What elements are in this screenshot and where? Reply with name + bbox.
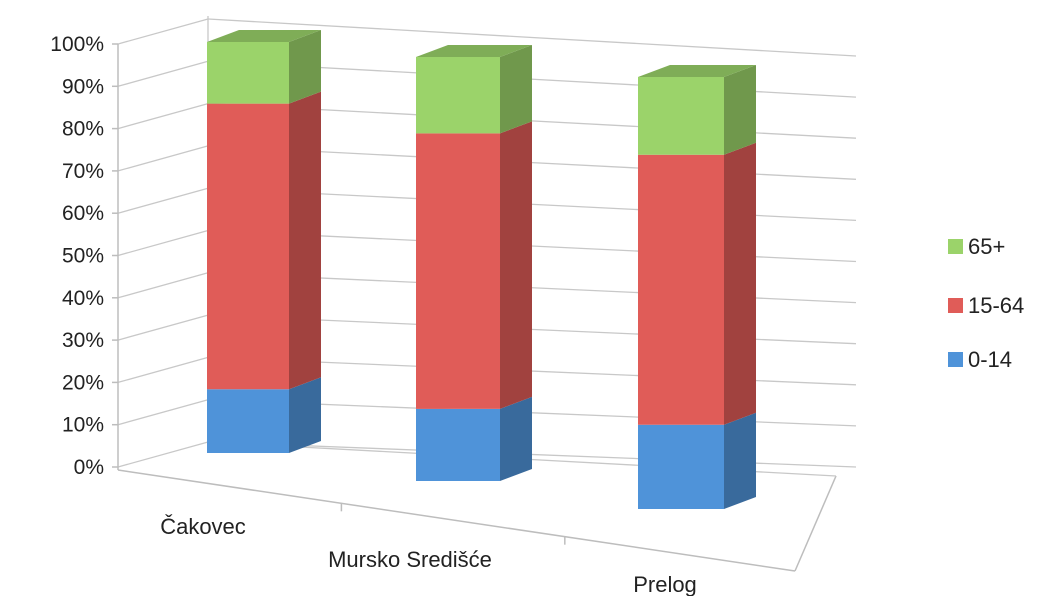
legend-label: 65+ xyxy=(968,234,1005,259)
bar-segment-0-14 xyxy=(638,424,724,509)
depth-gridline xyxy=(117,145,209,172)
y-tick-label: 80% xyxy=(62,118,104,141)
bar-segment-0-14 xyxy=(416,408,500,481)
depth-gridline xyxy=(117,272,209,299)
depth-gridline xyxy=(117,399,209,426)
bar-segment-65 xyxy=(207,42,289,104)
y-tick-label: 70% xyxy=(62,160,104,183)
bar-segment-15-64 xyxy=(207,103,289,390)
legend-label: 15-64 xyxy=(968,293,1024,318)
legend-swatch xyxy=(948,352,963,367)
bar-side-65 xyxy=(724,65,756,155)
legend-swatch xyxy=(948,298,963,313)
depth-gridline xyxy=(117,102,209,130)
bar-side-65 xyxy=(289,30,321,104)
bar-segment-65 xyxy=(638,77,724,155)
category-label: Prelog xyxy=(633,572,697,596)
y-tick-label: 20% xyxy=(62,371,104,394)
bar-side-0-14 xyxy=(289,377,321,453)
bar-side-0-14 xyxy=(500,396,532,481)
bar-segment-15-64 xyxy=(416,133,500,409)
y-tick-label: 100% xyxy=(50,33,104,56)
bar-side-0-14 xyxy=(724,412,756,509)
y-tick-label: 90% xyxy=(62,75,104,98)
depth-gridline xyxy=(117,441,209,468)
y-tick-label: 10% xyxy=(62,414,104,437)
bar-side-65 xyxy=(500,45,532,134)
bar-segment-0-14 xyxy=(207,389,289,453)
floor-right-edge xyxy=(794,475,837,572)
y-tick-label: 30% xyxy=(62,329,104,352)
y-tick-label: 50% xyxy=(62,245,104,268)
legend-label: 0-14 xyxy=(968,347,1012,372)
category-label: Mursko Središće xyxy=(328,547,492,572)
y-tick-label: 0% xyxy=(74,456,104,479)
bar-side-15-64 xyxy=(289,91,321,390)
depth-gridline xyxy=(117,60,209,87)
y-tick-label: 40% xyxy=(62,287,104,310)
depth-gridline xyxy=(117,187,209,214)
category-label: Čakovec xyxy=(160,514,246,539)
y-tick-label: 60% xyxy=(62,202,104,225)
gridline xyxy=(207,18,857,57)
bar-side-15-64 xyxy=(724,142,756,425)
bar-top-65 xyxy=(207,30,321,42)
depth-gridline xyxy=(117,229,209,257)
bar-segment-65 xyxy=(416,57,500,134)
depth-gridline xyxy=(117,18,209,45)
bar-top-65 xyxy=(416,45,532,57)
x-axis-line xyxy=(117,469,796,572)
bar-side-15-64 xyxy=(500,121,532,409)
legend-swatch xyxy=(948,239,963,254)
bar-top-65 xyxy=(638,65,756,77)
bar-segment-15-64 xyxy=(638,154,724,425)
depth-gridline xyxy=(117,314,209,341)
depth-gridline xyxy=(117,356,209,384)
